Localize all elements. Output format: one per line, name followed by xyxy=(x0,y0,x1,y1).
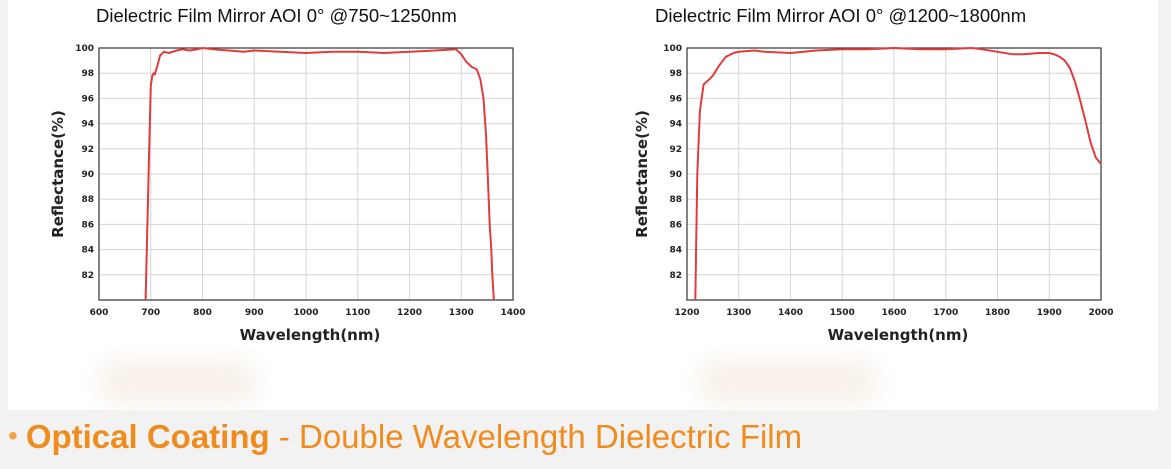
y-tick-label: 86 xyxy=(669,220,682,230)
y-tick-label: 84 xyxy=(81,246,94,256)
reflectance-series-line xyxy=(144,47,495,301)
y-tick-label: 82 xyxy=(81,271,94,281)
bullet-icon: • xyxy=(8,420,18,451)
y-tick-label: 96 xyxy=(81,94,94,104)
y-tick-label: 88 xyxy=(81,195,94,205)
x-tick-label: 1900 xyxy=(1037,308,1062,318)
reflectance-chart-1200-1800: Dielectric Film Mirror AOI 0° @1200~1800… xyxy=(585,0,1171,410)
x-tick-label: 2000 xyxy=(1088,308,1113,318)
x-tick-label: 1200 xyxy=(674,308,699,318)
x-tick-label: 800 xyxy=(193,308,212,318)
y-tick-label: 90 xyxy=(81,170,94,180)
y-axis-label: Reflectance(%) xyxy=(49,110,67,238)
y-tick-label: 94 xyxy=(669,120,682,130)
x-tick-label: 600 xyxy=(90,308,109,318)
y-tick-label: 92 xyxy=(669,145,682,155)
y-tick-label: 86 xyxy=(81,220,94,230)
x-axis-label: Wavelength(nm) xyxy=(240,326,381,344)
x-tick-label: 1100 xyxy=(345,308,370,318)
y-tick-label: 100 xyxy=(663,44,682,54)
chart-title: Dielectric Film Mirror AOI 0° @1200~1800… xyxy=(655,5,1027,26)
footer-bold-text: Optical Coating xyxy=(25,418,270,455)
chart-svg: 1200 1300 1400 1500 1600 1700 1800 1900 2000 82 84… xyxy=(633,44,1114,344)
y-tick-label: 84 xyxy=(669,246,682,256)
x-tick-label: 1000 xyxy=(293,308,318,318)
background-glow xyxy=(98,360,258,404)
y-tick-label: 90 xyxy=(669,170,682,180)
y-tick-label: 96 xyxy=(669,94,682,104)
y-tick-label: 98 xyxy=(81,69,94,79)
background-glow xyxy=(698,360,878,404)
x-tick-label: 1200 xyxy=(397,308,422,318)
x-tick-label: 1600 xyxy=(881,308,906,318)
y-tick-label: 82 xyxy=(669,271,682,281)
x-tick-label: 1400 xyxy=(500,308,525,318)
y-axis-label: Reflectance(%) xyxy=(633,110,651,238)
y-tick-label: 88 xyxy=(669,195,682,205)
x-axis-label: Wavelength(nm) xyxy=(828,326,969,344)
y-tick-label: 94 xyxy=(81,120,94,130)
reflectance-chart-750-1250: Dielectric Film Mirror AOI 0° @750~1250n… xyxy=(0,0,585,410)
chart-title: Dielectric Film Mirror AOI 0° @750~1250n… xyxy=(96,5,457,26)
y-tick-label: 98 xyxy=(669,69,682,79)
chart-panel xyxy=(8,0,1158,410)
x-tick-label: 1300 xyxy=(449,308,474,318)
x-tick-label: 1700 xyxy=(933,308,958,318)
x-tick-label: 900 xyxy=(245,308,264,318)
x-tick-label: 1500 xyxy=(830,308,855,318)
plot-frame xyxy=(98,47,514,301)
x-tick-label: 1400 xyxy=(778,308,803,318)
chart-svg: 600 700 800 900 1000 1100 1200 1300 1400 82 84 86 88… xyxy=(49,44,526,344)
footer-caption: • Optical Coating - Double Wavelength Die… xyxy=(8,418,802,456)
footer-text: - Double Wavelength Dielectric Film xyxy=(269,418,803,455)
y-tick-label: 100 xyxy=(75,44,94,54)
x-tick-label: 1800 xyxy=(985,308,1010,318)
reflectance-series-line xyxy=(694,47,1102,301)
x-tick-label: 700 xyxy=(141,308,160,318)
y-tick-label: 92 xyxy=(81,145,94,155)
x-tick-label: 1300 xyxy=(726,308,751,318)
